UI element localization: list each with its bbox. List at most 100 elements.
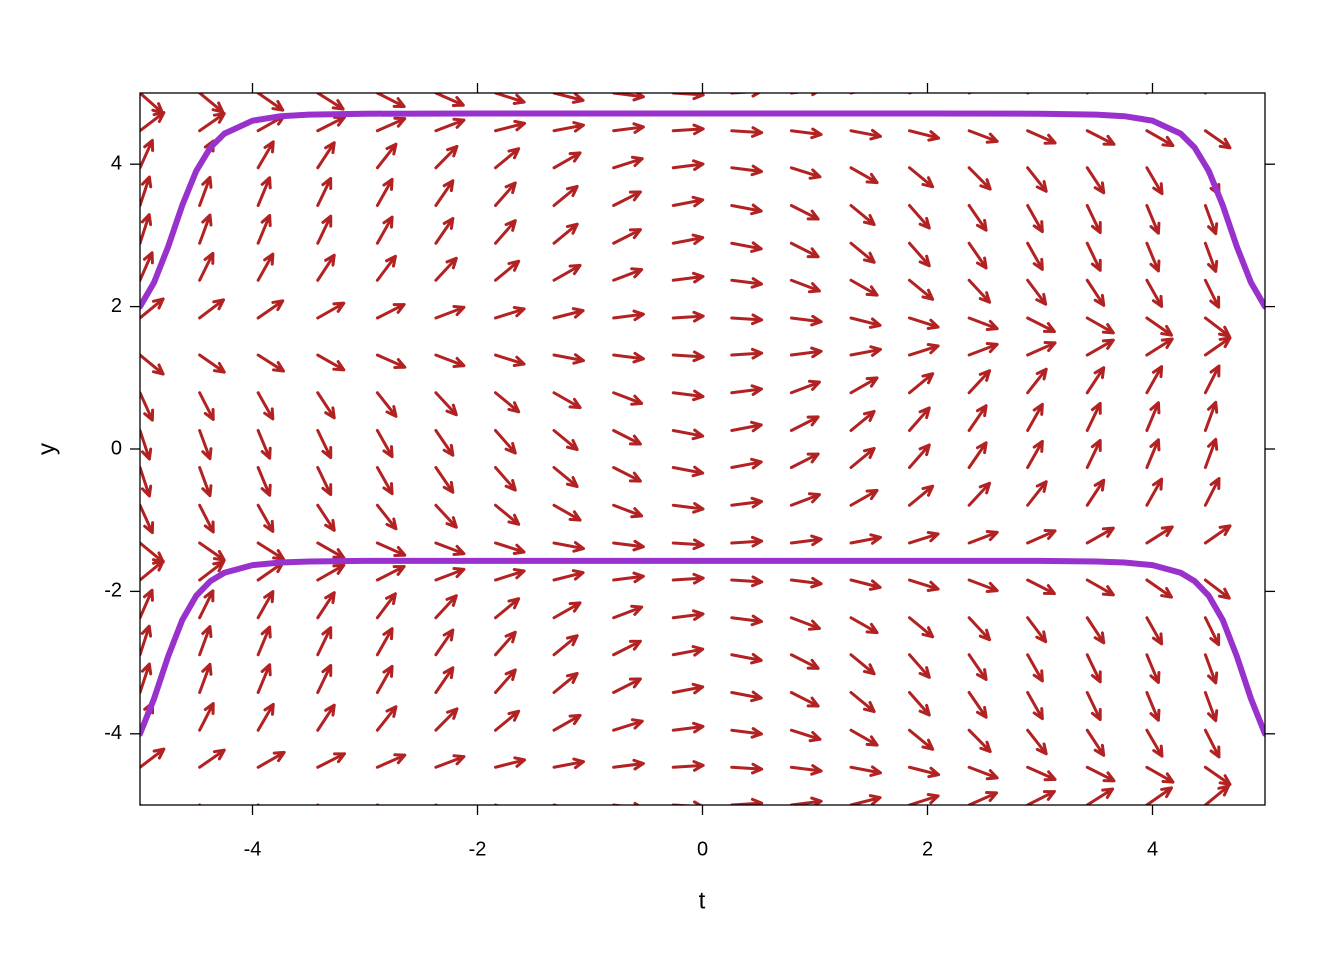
slope-arrow [1085, 129, 1116, 146]
slope-arrow [967, 241, 988, 270]
slope-arrow [198, 541, 226, 562]
slope-arrow [316, 663, 333, 695]
slope-arrow [967, 129, 999, 144]
slope-arrow [316, 253, 336, 282]
slope-arrow [1026, 480, 1048, 507]
slope-arrow [671, 572, 705, 585]
slope-arrow [789, 452, 820, 470]
slope-arrow [434, 707, 459, 732]
slope-arrow [140, 93, 164, 115]
slope-arrow [552, 222, 579, 245]
slope-arrow [198, 662, 213, 695]
slope-arrow [967, 278, 992, 304]
slope-arrow [908, 93, 915, 95]
slope-arrow [494, 353, 526, 367]
slope-arrow [316, 466, 333, 497]
slope-arrow [316, 752, 347, 769]
slope-arrow [908, 372, 935, 395]
slope-arrow [730, 690, 763, 703]
slope-arrow [789, 379, 821, 395]
slope-arrow [1026, 341, 1057, 357]
slope-arrow [1085, 366, 1106, 395]
slope-arrow [1085, 616, 1106, 645]
slope-arrow [908, 166, 935, 189]
slope-arrow [316, 803, 321, 805]
slope-arrow [552, 184, 579, 207]
slope-arrow [1085, 278, 1106, 307]
slope-arrow [967, 791, 999, 805]
y-axis-title: y [33, 443, 60, 455]
slope-arrow [140, 353, 165, 376]
slope-arrow [1145, 278, 1164, 308]
y-tick-label: -4 [104, 722, 122, 744]
slope-arrow [730, 347, 764, 360]
slope-arrow [789, 278, 821, 294]
slope-arrow [375, 391, 398, 418]
slope-arrow [375, 803, 381, 805]
slope-arrow [730, 652, 763, 665]
slope-arrow [256, 503, 275, 533]
slope-arrow [1145, 129, 1175, 148]
slope-arrow [494, 428, 517, 455]
slope-arrow [1026, 529, 1057, 545]
slope-arrow [552, 634, 579, 657]
slope-arrow [730, 797, 764, 805]
slope-arrow [434, 144, 459, 170]
slope-arrow [140, 747, 166, 769]
slope-arrow [1026, 367, 1048, 395]
slope-arrow [967, 529, 999, 545]
slope-arrow [1145, 203, 1161, 235]
slope-arrow [1026, 316, 1056, 334]
slope-arrow [908, 278, 935, 301]
slope-arrow [730, 126, 764, 138]
slope-arrow [1085, 728, 1106, 757]
slope-arrow [434, 566, 466, 582]
slope-arrow [1026, 166, 1048, 193]
slope-arrow [316, 214, 333, 245]
slope-arrow [908, 484, 935, 507]
slope-arrow [849, 166, 879, 185]
slope-arrow [1085, 166, 1106, 195]
slope-arrow [256, 299, 285, 320]
slope-arrow [1145, 786, 1173, 805]
slope-arrow [434, 503, 458, 529]
slope-arrow [1145, 653, 1161, 684]
slope-arrow [849, 794, 882, 805]
slope-arrow [494, 668, 517, 695]
slope-arrow [967, 481, 992, 507]
slope-arrow [375, 215, 394, 245]
slope-arrow [494, 219, 517, 245]
slope-arrow [552, 757, 585, 770]
slope-arrow [1145, 401, 1161, 432]
slope-arrow [1145, 728, 1164, 758]
slope-arrow [494, 119, 527, 133]
slope-arrow [1203, 728, 1221, 759]
slope-arrow [1085, 526, 1115, 545]
slope-arrow [1085, 203, 1102, 235]
slope-arrow [612, 155, 644, 170]
slope-arrow [1085, 338, 1115, 357]
slope-arrow [375, 503, 398, 531]
slope-arrow [494, 756, 527, 769]
slope-arrow [789, 534, 823, 547]
slope-arrow [789, 127, 823, 140]
slope-arrow [316, 503, 336, 532]
slope-arrow [1026, 578, 1056, 596]
slope-arrow [730, 93, 762, 98]
slope-arrow [1026, 439, 1044, 470]
slope-arrow [140, 559, 165, 582]
slope-arrow [494, 181, 517, 207]
slope-arrow [1203, 653, 1219, 685]
slope-arrow [198, 625, 213, 657]
slope-arrow [434, 304, 466, 320]
x-axis-title: t [699, 887, 706, 914]
y-tick-label: -2 [104, 580, 122, 602]
slope-arrow [140, 803, 143, 805]
slope-arrow [434, 179, 455, 207]
slope-arrow [730, 762, 764, 775]
slope-arrow [316, 301, 346, 320]
slope-arrow [1145, 525, 1174, 545]
slope-arrow [908, 578, 940, 592]
slope-arrow [198, 466, 213, 498]
